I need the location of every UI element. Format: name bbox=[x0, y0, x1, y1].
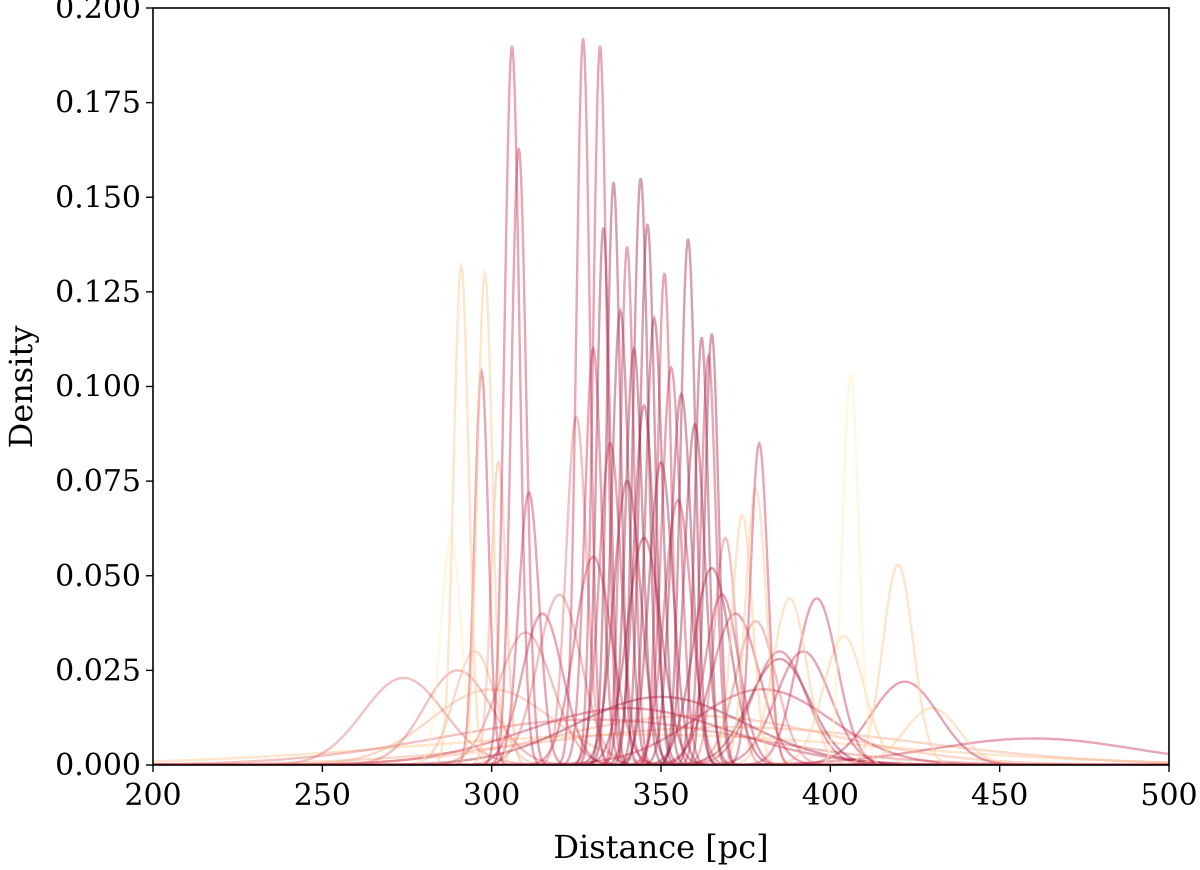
density-curve bbox=[153, 680, 1169, 765]
x-tick-label: 450 bbox=[971, 778, 1028, 813]
density-curve bbox=[153, 707, 1169, 765]
y-tick-label: 0.050 bbox=[55, 559, 141, 594]
density-curve bbox=[153, 272, 1169, 765]
y-tick-label: 0.125 bbox=[55, 275, 141, 310]
x-tick-label: 500 bbox=[1140, 778, 1197, 813]
y-tick-label: 0.200 bbox=[55, 0, 141, 26]
y-tick-label: 0.000 bbox=[55, 748, 141, 783]
density-curve bbox=[153, 345, 1169, 765]
density-curve bbox=[153, 314, 1169, 765]
y-tick-label: 0.175 bbox=[55, 86, 141, 121]
density-curve bbox=[153, 422, 1169, 765]
density-curve bbox=[153, 536, 1169, 765]
density-curve bbox=[153, 566, 1169, 765]
density-curve bbox=[153, 676, 1169, 765]
y-tick-label: 0.150 bbox=[55, 180, 141, 215]
density-curve bbox=[153, 460, 1169, 765]
density-curve bbox=[153, 391, 1169, 765]
x-tick-label: 350 bbox=[632, 778, 689, 813]
density-curve bbox=[153, 365, 1169, 765]
density-curve bbox=[153, 178, 1169, 765]
y-axis: 0.000 0.025 0.050 0.075 0.100 0.125 0.150 0.175… bbox=[55, 0, 153, 783]
density-curve bbox=[153, 688, 1169, 765]
density-curve bbox=[153, 718, 1169, 765]
density-curve bbox=[153, 223, 1169, 765]
x-tick-label: 200 bbox=[124, 778, 181, 813]
density-curve bbox=[153, 498, 1169, 765]
y-axis-label: Density bbox=[2, 326, 40, 449]
x-tick-label: 300 bbox=[463, 778, 520, 813]
density-curve bbox=[153, 403, 1169, 765]
x-axis-label: Distance [pc] bbox=[553, 828, 768, 866]
y-tick-label: 0.100 bbox=[55, 370, 141, 405]
density-curve bbox=[153, 479, 1169, 765]
x-axis: 200 250 300 350 400 450 500 bbox=[124, 765, 1198, 813]
x-tick-label: 250 bbox=[294, 778, 351, 813]
density-curve bbox=[153, 733, 1169, 764]
y-tick-label: 0.075 bbox=[55, 464, 141, 499]
density-curve bbox=[153, 725, 1169, 765]
y-tick-label: 0.025 bbox=[55, 653, 141, 688]
density-curves bbox=[153, 38, 1169, 765]
x-tick-label: 400 bbox=[802, 778, 859, 813]
